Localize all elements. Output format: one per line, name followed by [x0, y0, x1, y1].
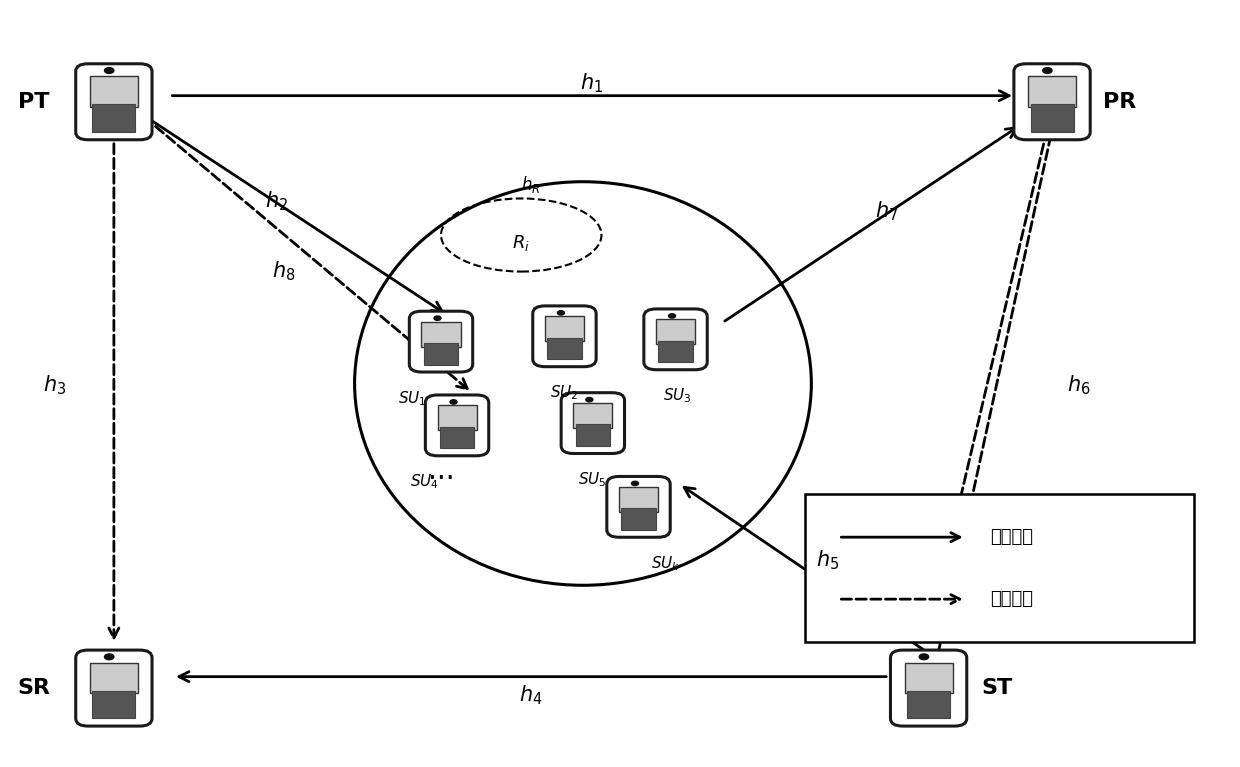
FancyBboxPatch shape — [562, 393, 625, 453]
FancyArrowPatch shape — [841, 533, 960, 542]
Text: PR: PR — [1104, 92, 1137, 112]
FancyBboxPatch shape — [1028, 76, 1076, 107]
Text: $h_R$: $h_R$ — [521, 173, 541, 195]
Text: $SU_4$: $SU_4$ — [410, 472, 439, 492]
FancyBboxPatch shape — [89, 663, 138, 693]
FancyBboxPatch shape — [619, 487, 658, 512]
Circle shape — [631, 481, 639, 486]
FancyArrowPatch shape — [724, 128, 1017, 321]
Text: $h_7$: $h_7$ — [875, 199, 898, 223]
FancyBboxPatch shape — [425, 395, 489, 456]
FancyBboxPatch shape — [533, 306, 596, 367]
Text: $h_6$: $h_6$ — [1068, 374, 1091, 397]
Text: 传输链路: 传输链路 — [991, 528, 1033, 546]
Circle shape — [558, 311, 564, 315]
Text: $SU_5$: $SU_5$ — [578, 470, 606, 489]
Text: 干扰链路: 干扰链路 — [991, 590, 1033, 608]
Circle shape — [104, 654, 114, 660]
Circle shape — [1043, 67, 1052, 74]
FancyBboxPatch shape — [76, 650, 153, 726]
FancyBboxPatch shape — [547, 337, 582, 359]
Text: ···: ··· — [428, 465, 454, 492]
Text: SR: SR — [17, 678, 50, 698]
FancyArrowPatch shape — [841, 594, 960, 604]
FancyBboxPatch shape — [621, 509, 656, 530]
FancyBboxPatch shape — [606, 476, 670, 537]
FancyBboxPatch shape — [644, 309, 707, 370]
Text: $h_2$: $h_2$ — [265, 189, 289, 212]
FancyBboxPatch shape — [805, 494, 1194, 643]
Text: $h_1$: $h_1$ — [580, 71, 603, 94]
FancyBboxPatch shape — [656, 319, 696, 344]
FancyBboxPatch shape — [1014, 64, 1090, 140]
Circle shape — [585, 397, 593, 402]
FancyBboxPatch shape — [422, 321, 460, 347]
FancyBboxPatch shape — [908, 691, 950, 718]
FancyBboxPatch shape — [89, 76, 138, 107]
Circle shape — [668, 314, 676, 318]
FancyBboxPatch shape — [438, 405, 476, 430]
FancyArrowPatch shape — [926, 124, 1050, 641]
Circle shape — [434, 316, 441, 321]
FancyBboxPatch shape — [575, 424, 610, 446]
FancyBboxPatch shape — [573, 403, 613, 428]
FancyArrowPatch shape — [151, 120, 443, 311]
Text: $SU_2$: $SU_2$ — [549, 384, 578, 402]
Text: $R_i$: $R_i$ — [512, 232, 531, 252]
Circle shape — [104, 67, 114, 74]
Text: $SU_1$: $SU_1$ — [398, 389, 427, 407]
Text: ST: ST — [981, 678, 1012, 698]
Text: $h_8$: $h_8$ — [273, 259, 296, 282]
FancyArrowPatch shape — [179, 672, 887, 682]
Text: $SU_k$: $SU_k$ — [651, 554, 681, 573]
Text: $h_3$: $h_3$ — [43, 374, 66, 397]
FancyBboxPatch shape — [440, 426, 474, 448]
FancyArrowPatch shape — [172, 91, 1009, 100]
Text: $SU_3$: $SU_3$ — [663, 387, 692, 405]
FancyArrowPatch shape — [684, 487, 924, 650]
FancyArrowPatch shape — [155, 127, 467, 389]
FancyBboxPatch shape — [905, 663, 952, 693]
Circle shape — [919, 654, 929, 660]
Text: PT: PT — [17, 92, 50, 112]
Ellipse shape — [355, 182, 811, 585]
FancyBboxPatch shape — [409, 311, 472, 372]
FancyBboxPatch shape — [92, 104, 135, 131]
FancyBboxPatch shape — [890, 650, 967, 726]
FancyBboxPatch shape — [92, 691, 135, 718]
FancyArrowPatch shape — [109, 129, 119, 638]
Text: $h_5$: $h_5$ — [816, 548, 839, 572]
FancyArrowPatch shape — [939, 124, 1056, 649]
FancyBboxPatch shape — [544, 316, 584, 341]
FancyBboxPatch shape — [658, 341, 693, 362]
FancyBboxPatch shape — [76, 64, 153, 140]
FancyBboxPatch shape — [424, 343, 458, 364]
Circle shape — [450, 400, 458, 404]
Text: $h_4$: $h_4$ — [520, 684, 543, 707]
FancyBboxPatch shape — [1030, 104, 1074, 131]
